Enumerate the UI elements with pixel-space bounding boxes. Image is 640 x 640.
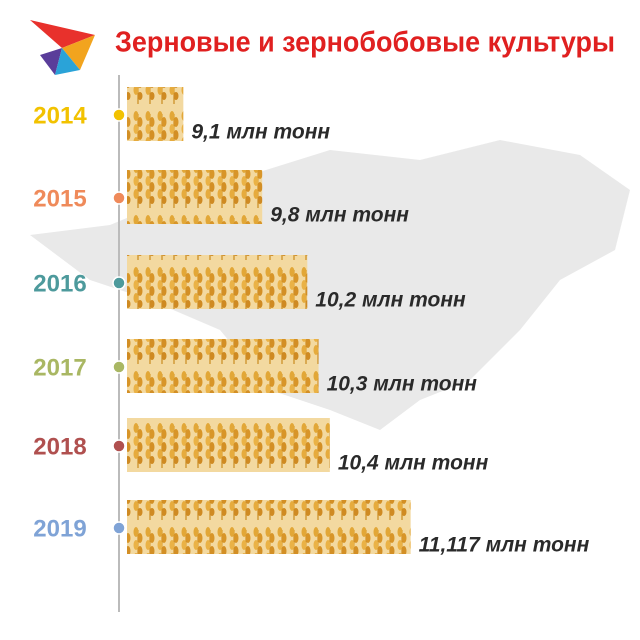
logo bbox=[30, 20, 95, 75]
timeline-dot bbox=[112, 108, 126, 122]
timeline-dot bbox=[112, 439, 126, 453]
bar bbox=[127, 170, 263, 224]
value-label: 10,4 млн тонн bbox=[338, 452, 489, 475]
bar bbox=[127, 418, 330, 472]
timeline-dot bbox=[112, 191, 126, 205]
category-label: 2014 bbox=[33, 102, 87, 129]
timeline-dot bbox=[112, 521, 126, 535]
bar bbox=[127, 255, 308, 309]
bar bbox=[127, 500, 411, 554]
timeline-dot bbox=[112, 276, 126, 290]
value-label: 9,1 млн тонн bbox=[191, 121, 330, 144]
bar bbox=[127, 339, 319, 393]
timeline-dot bbox=[112, 360, 126, 374]
category-label: 2018 bbox=[33, 433, 86, 460]
category-label: 2019 bbox=[33, 515, 86, 542]
value-label: 10,2 млн тонн bbox=[315, 289, 466, 312]
value-label: 11,117 млн тонн bbox=[419, 534, 590, 557]
value-label: 9,8 млн тонн bbox=[270, 204, 409, 227]
value-label: 10,3 млн тонн bbox=[327, 373, 478, 396]
category-label: 2015 bbox=[33, 185, 86, 212]
category-label: 2017 bbox=[33, 354, 86, 381]
category-label: 2016 bbox=[33, 270, 86, 297]
bar bbox=[127, 87, 184, 141]
chart-title: Зерновые и зернобобовые культуры bbox=[115, 27, 615, 59]
